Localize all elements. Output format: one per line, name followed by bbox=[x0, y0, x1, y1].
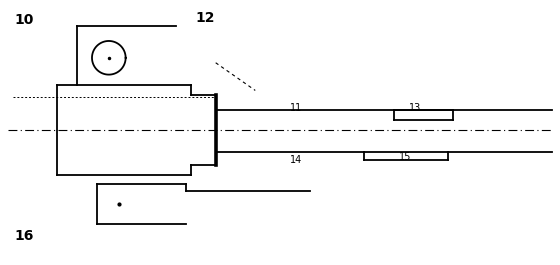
Text: 13: 13 bbox=[409, 103, 421, 113]
Text: 14: 14 bbox=[290, 155, 302, 165]
Text: 15: 15 bbox=[399, 152, 411, 162]
Text: 12: 12 bbox=[196, 11, 216, 25]
Text: 16: 16 bbox=[15, 229, 34, 243]
Text: 10: 10 bbox=[15, 13, 34, 27]
Text: 11: 11 bbox=[290, 103, 302, 113]
